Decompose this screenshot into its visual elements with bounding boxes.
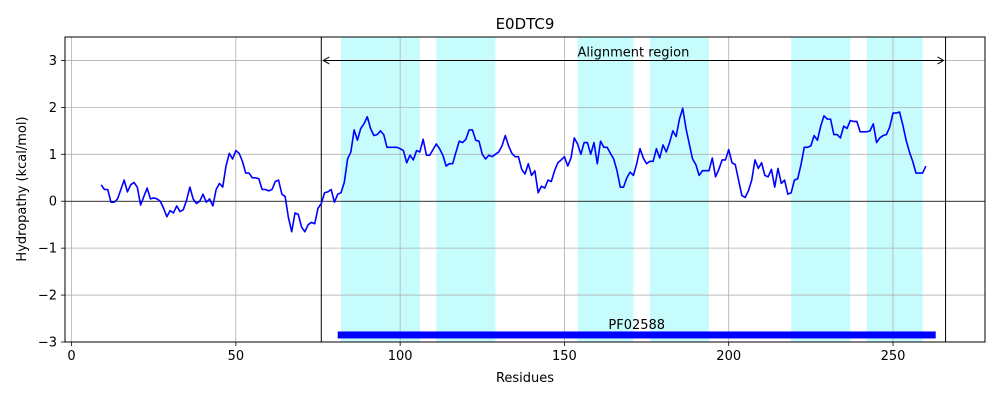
- x-tick-label: 50: [228, 349, 245, 364]
- y-tick-label: 0: [49, 195, 57, 210]
- arrow-right-head: [937, 56, 945, 65]
- plot-frame: [64, 36, 986, 343]
- y-tick-label: 3: [49, 54, 57, 69]
- hydropathy-series-line: [100, 107, 927, 233]
- domain-bar-label: PF02588: [608, 318, 665, 333]
- y-ticks: −3 −2 −1 0 1 2 3: [38, 54, 65, 351]
- highlight-region: [341, 37, 420, 342]
- x-tick-label: 150: [552, 349, 577, 364]
- alignment-region: Alignment region: [320, 37, 947, 342]
- y-tick-label: 2: [49, 101, 57, 116]
- domain-bar: [337, 331, 936, 339]
- alignment-region-label: Alignment region: [577, 45, 689, 60]
- chart-title: E0DTC9: [496, 15, 555, 33]
- highlight-region: [866, 37, 923, 342]
- x-axis-label: Residues: [496, 371, 554, 386]
- y-tick-label: −2: [38, 289, 57, 304]
- y-tick-label: 1: [49, 148, 57, 163]
- y-axis-label: Hydropathy (kcal/mol): [15, 116, 30, 261]
- highlight-region: [791, 37, 851, 342]
- series-group: [100, 107, 927, 233]
- x-ticks: 0 50 100 150 200 250: [67, 342, 905, 364]
- domain-bar-group: PF02588: [337, 318, 936, 339]
- highlight-region: [649, 37, 709, 342]
- x-tick-label: 200: [716, 349, 741, 364]
- highlight-regions: [341, 37, 923, 342]
- x-tick-label: 250: [881, 349, 906, 364]
- x-tick-label: 0: [67, 349, 75, 364]
- highlight-region: [436, 37, 496, 342]
- y-tick-label: −3: [38, 336, 57, 351]
- y-tick-label: −1: [38, 242, 57, 257]
- highlight-region: [577, 37, 634, 342]
- arrow-left-head: [322, 56, 330, 65]
- x-tick-label: 100: [388, 349, 413, 364]
